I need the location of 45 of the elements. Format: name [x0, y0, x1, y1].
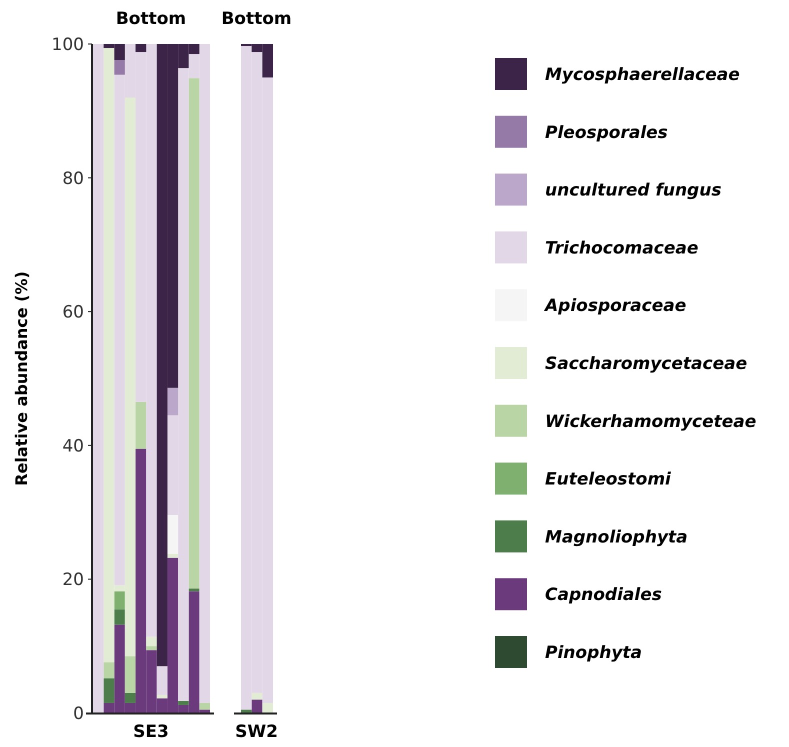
legend-label: Pinophyta [545, 642, 642, 663]
bar [146, 636, 157, 646]
bar [167, 554, 178, 558]
bar [199, 702, 210, 710]
legend-label: Mycosphaerellaceae [545, 64, 740, 85]
y-tick-label: 0 [73, 704, 84, 724]
bar [156, 694, 168, 698]
bar [136, 44, 146, 52]
bar [188, 78, 200, 589]
bar [114, 609, 125, 625]
y-tick-label: 40 [62, 436, 84, 456]
legend-label: Trichocomaceae [545, 238, 698, 258]
bar [104, 678, 114, 703]
legend-label: Wickerhamomyceteae [545, 412, 756, 432]
y-tick-label: 20 [62, 570, 84, 590]
y-tick-label: 60 [62, 302, 84, 323]
legend-label: Magnoliophyta [545, 527, 688, 548]
bar [136, 402, 146, 449]
bar [104, 662, 114, 678]
bar [114, 60, 125, 75]
bar [124, 692, 136, 703]
legend-label: uncultured fungus [545, 180, 722, 201]
bar [146, 646, 157, 650]
bar [114, 591, 125, 610]
legend-label: Saccharomycetaceae [545, 354, 748, 374]
legend-label: Capnodiales [545, 585, 662, 606]
bar [156, 666, 168, 695]
bar [167, 388, 178, 416]
legend-label: Euteleostomi [545, 470, 672, 490]
x-axis-title: SW2 [235, 722, 278, 742]
bar [124, 656, 136, 693]
bar [188, 588, 200, 592]
x-axis-title: SE3 [133, 722, 169, 742]
y-axis-title: Relative abundance (%) [12, 271, 31, 486]
chart-title: Bottom [221, 9, 292, 29]
y-tick-label: 100 [52, 34, 84, 55]
y-tick-label: 80 [62, 168, 84, 189]
bar [178, 700, 189, 705]
bar [252, 692, 262, 700]
legend-label: Pleosporales [545, 122, 668, 143]
bar [262, 702, 273, 713]
legend-label: Apiosporaceae [543, 296, 686, 316]
bar [167, 514, 178, 554]
bar [252, 700, 262, 713]
chart-title: Bottom [116, 9, 186, 29]
